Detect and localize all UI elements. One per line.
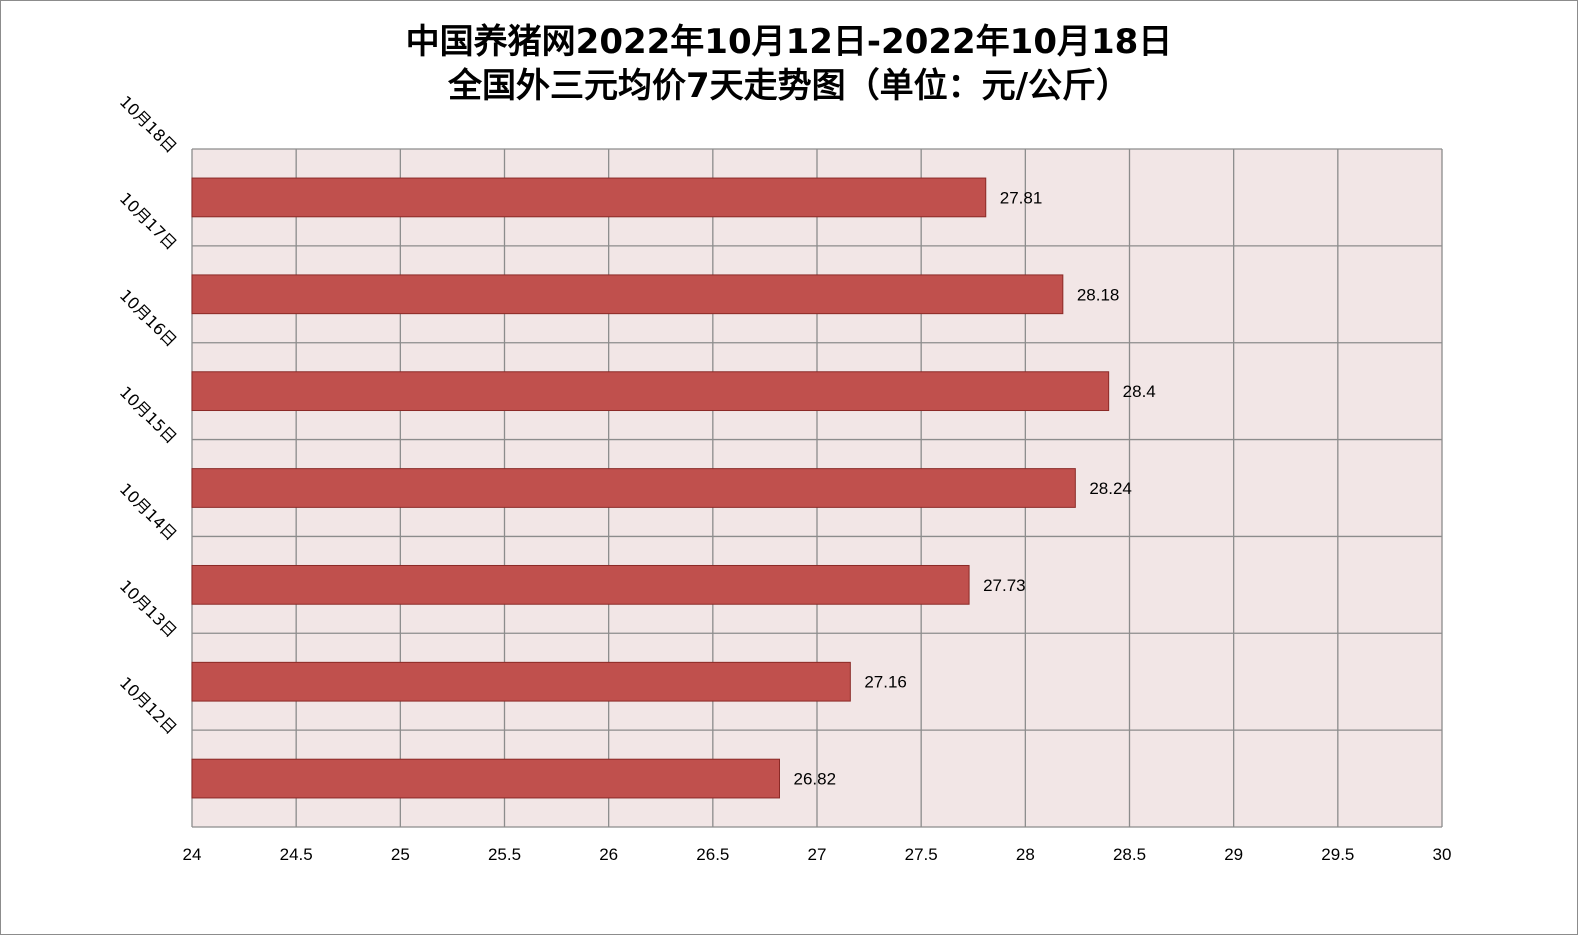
bar [191, 177, 987, 218]
bar [191, 564, 970, 605]
category-label: 10月16日 [116, 286, 181, 351]
x-tick-label: 28.5 [1113, 845, 1146, 864]
category-label: 10月14日 [116, 479, 181, 544]
x-tick-label: 27 [808, 845, 827, 864]
category-label: 10月17日 [116, 189, 181, 254]
bar [191, 468, 1076, 508]
x-tick-label: 30 [1433, 845, 1452, 864]
x-tick-label: 28 [1016, 845, 1035, 864]
category-label: 10月18日 [116, 92, 181, 157]
category-label: 10月15日 [116, 383, 181, 448]
data-label: 28.4 [1123, 382, 1156, 401]
bar [191, 274, 1064, 315]
chart-title-line-1: 中国养猪网2022年10月12日-2022年10月18日 [405, 22, 1173, 62]
data-label: 27.16 [864, 673, 907, 692]
x-tick-label: 29.5 [1321, 845, 1354, 864]
x-tick-label: 24 [183, 845, 202, 864]
x-tick-label: 25 [391, 845, 410, 864]
data-label: 27.73 [983, 576, 1026, 595]
x-tick-label: 25.5 [488, 845, 521, 864]
x-tick-label: 27.5 [905, 845, 938, 864]
data-label: 28.24 [1089, 479, 1132, 498]
data-label: 28.18 [1077, 285, 1120, 304]
bar [191, 371, 1110, 412]
bar [191, 661, 851, 702]
bar [191, 758, 780, 799]
x-tick-label: 24.5 [280, 845, 313, 864]
data-label: 26.82 [794, 770, 837, 789]
category-label: 10月12日 [116, 673, 181, 738]
x-tick-label: 26 [599, 845, 618, 864]
data-label: 27.81 [1000, 188, 1043, 207]
category-label: 10月13日 [116, 576, 181, 641]
x-tick-label: 26.5 [696, 845, 729, 864]
x-tick-label: 29 [1224, 845, 1243, 864]
chart-title-line-2: 全国外三元均价7天走势图（单位：元/公斤） [447, 66, 1131, 106]
